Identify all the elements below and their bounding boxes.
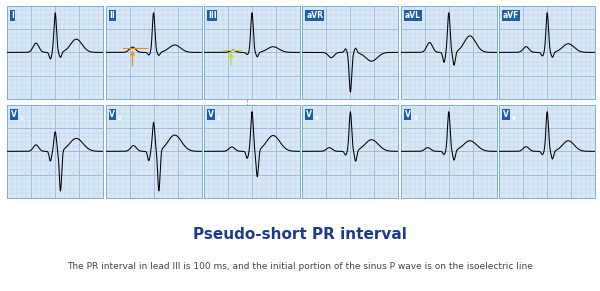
Text: 3: 3	[217, 116, 220, 121]
Text: II: II	[109, 11, 115, 20]
Text: V: V	[208, 110, 214, 119]
Text: 1: 1	[20, 116, 23, 121]
Text: 2: 2	[118, 116, 122, 121]
Text: Pseudo-short PR interval: Pseudo-short PR interval	[193, 227, 407, 242]
Text: aVR: aVR	[306, 11, 323, 20]
Text: V: V	[503, 110, 509, 119]
Text: V: V	[404, 110, 410, 119]
Text: III: III	[208, 11, 217, 20]
Text: 5: 5	[413, 116, 417, 121]
Text: aVL: aVL	[404, 11, 421, 20]
Text: 4: 4	[315, 116, 319, 121]
Text: The PR interval in lead III is 100 ms, and the initial portion of the sinus P wa: The PR interval in lead III is 100 ms, a…	[67, 262, 533, 271]
Text: 6: 6	[512, 116, 515, 121]
Text: aVF: aVF	[503, 11, 520, 20]
Text: V: V	[306, 110, 312, 119]
Text: V: V	[109, 110, 115, 119]
Text: V: V	[11, 110, 17, 119]
Text: I: I	[11, 11, 14, 20]
